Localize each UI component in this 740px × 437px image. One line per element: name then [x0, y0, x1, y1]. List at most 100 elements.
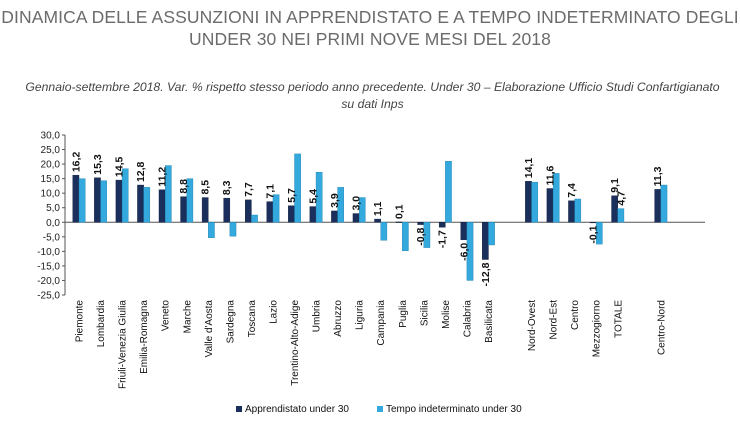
bar-apprendistato: [244, 199, 252, 223]
bar-apprendistato: [309, 206, 317, 223]
y-tick-label: 10,0: [41, 189, 61, 200]
bar-tempo-indeterminato: [660, 184, 668, 223]
bar-tempo-indeterminato: [186, 178, 194, 223]
bar-tempo-indeterminato: [358, 197, 366, 223]
y-tick-label: -20,0: [37, 276, 60, 287]
bar-tempo-indeterminato: [164, 165, 172, 223]
y-tick-label: 25,0: [41, 145, 61, 156]
bar-apprendistato: [94, 177, 101, 223]
data-label-apprendistato: 0,1: [394, 204, 406, 219]
data-label-apprendistato: 8,8: [178, 179, 190, 194]
bar-tempo-indeterminato: [445, 160, 452, 223]
data-label-apprendistato: 16,2: [70, 152, 82, 173]
x-category-label: Umbria: [312, 300, 323, 333]
x-category-label: Molise: [441, 300, 452, 329]
x-category-label: Basilicata: [484, 300, 495, 343]
bar-apprendistato: [417, 222, 425, 225]
y-tick-label: 20,0: [41, 160, 61, 171]
data-label-apprendistato: 14,1: [523, 158, 535, 179]
y-tick-label: 30,0: [41, 131, 61, 142]
x-category-label: Sicilia: [419, 300, 430, 327]
data-label-apprendistato: 9,1: [609, 178, 621, 193]
bar-tempo-indeterminato: [466, 222, 474, 281]
x-category-label: Puglia: [398, 300, 409, 328]
x-category-label: Emilia-Romagna: [139, 300, 150, 374]
bar-tempo-indeterminato: [337, 187, 345, 223]
x-category-label: Nord-Est: [549, 300, 560, 340]
data-label-apprendistato: 7,1: [264, 184, 276, 199]
data-label-apprendistato: 15,3: [92, 154, 104, 175]
x-category-label: Marche: [182, 300, 193, 334]
x-category-label: Lombardia: [96, 300, 107, 348]
x-category-label: Lazio: [268, 300, 279, 324]
data-label-apprendistato: 8,3: [221, 180, 233, 195]
x-category-label: Piemonte: [75, 300, 86, 343]
bar-tempo-indeterminato: [488, 222, 495, 246]
bar-apprendistato: [654, 189, 662, 223]
x-category-label: Campania: [376, 300, 387, 346]
bar-tempo-indeterminato: [272, 194, 280, 223]
bar-apprendistato: [180, 196, 187, 223]
bar-tempo-indeterminato: [143, 187, 151, 223]
bar-tempo-indeterminato: [380, 222, 388, 241]
bar-apprendistato: [374, 218, 381, 223]
data-label-apprendistato: 7,4: [566, 183, 578, 198]
bar-apprendistato: [201, 197, 209, 223]
bar-apprendistato: [158, 189, 166, 223]
y-tick-label: -10,0: [37, 247, 60, 258]
bar-apprendistato: [223, 197, 231, 223]
bar-tempo-indeterminato: [423, 222, 431, 248]
bar-apprendistato: [137, 184, 144, 223]
y-tick-label: -15,0: [37, 261, 60, 272]
bar-apprendistato: [352, 213, 360, 223]
data-label-apprendistato: 14,5: [114, 156, 126, 177]
bar-tempo-indeterminato: [100, 180, 107, 223]
data-label-apprendistato: 11,2: [157, 167, 169, 187]
bar-apprendistato: [331, 210, 338, 223]
chart-subtitle: Gennaio-settembre 2018. Var. % rispetto …: [25, 80, 720, 111]
bar-apprendistato: [589, 222, 597, 224]
bar-apprendistato: [568, 200, 575, 223]
legend-label-tempo-indeterminato: Tempo indeterminato under 30: [386, 404, 522, 415]
x-category-label: Veneto: [161, 300, 172, 332]
bar-apprendistato: [546, 188, 554, 223]
bar-apprendistato: [482, 222, 489, 260]
x-category-label: Liguria: [355, 300, 366, 330]
x-category-label: Toscana: [247, 300, 258, 338]
data-label-apprendistato: 1,1: [372, 201, 384, 216]
bar-tempo-indeterminato: [315, 172, 323, 223]
chart-title: DINAMICA DELLE ASSUNZIONI IN APPRENDISTA…: [1, 7, 739, 49]
x-category-label: Centro: [570, 300, 581, 330]
bar-tempo-indeterminato: [574, 198, 582, 223]
y-tick-label: -5,0: [43, 232, 61, 243]
data-label-apprendistato: -0,8: [415, 227, 427, 245]
data-label-apprendistato: -0,1: [588, 225, 600, 243]
data-label-apprendistato: 5,7: [286, 188, 298, 203]
bar-tempo-indeterminato: [121, 168, 129, 223]
bar-tempo-indeterminato: [251, 214, 258, 223]
data-label-apprendistato: 3,9: [329, 193, 341, 208]
data-label-apprendistato: 5,4: [307, 189, 319, 204]
y-tick-label: 15,0: [41, 174, 61, 185]
bar-apprendistato: [72, 174, 80, 223]
legend-swatch-apprendistato: [236, 406, 242, 412]
x-category-label: TOTALE: [613, 300, 624, 338]
bar-tempo-indeterminato: [552, 173, 560, 223]
bar-apprendistato: [438, 222, 446, 228]
bar-tempo-indeterminato: [531, 181, 538, 223]
bar-tempo-indeterminato: [617, 208, 625, 223]
bar-apprendistato: [288, 205, 295, 223]
legend-label-apprendistato: Apprendistato under 30: [245, 404, 349, 415]
x-category-label: Abruzzo: [333, 300, 344, 337]
data-label-tempo-indeterminato: 4,7: [615, 191, 627, 206]
x-category-label: Trentino-Alto-Adige: [290, 300, 301, 386]
y-tick-label: 0,0: [46, 218, 60, 229]
bar-tempo-indeterminato: [596, 222, 603, 245]
x-category-label: Friuli-Venezia Giulia: [118, 300, 129, 389]
bar-tempo-indeterminato: [294, 153, 301, 223]
y-tick-label: 5,0: [46, 203, 60, 214]
x-category-label: Mezzogiorno: [592, 300, 603, 358]
data-label-apprendistato: 12,8: [135, 161, 147, 182]
bar-apprendistato: [525, 181, 532, 223]
